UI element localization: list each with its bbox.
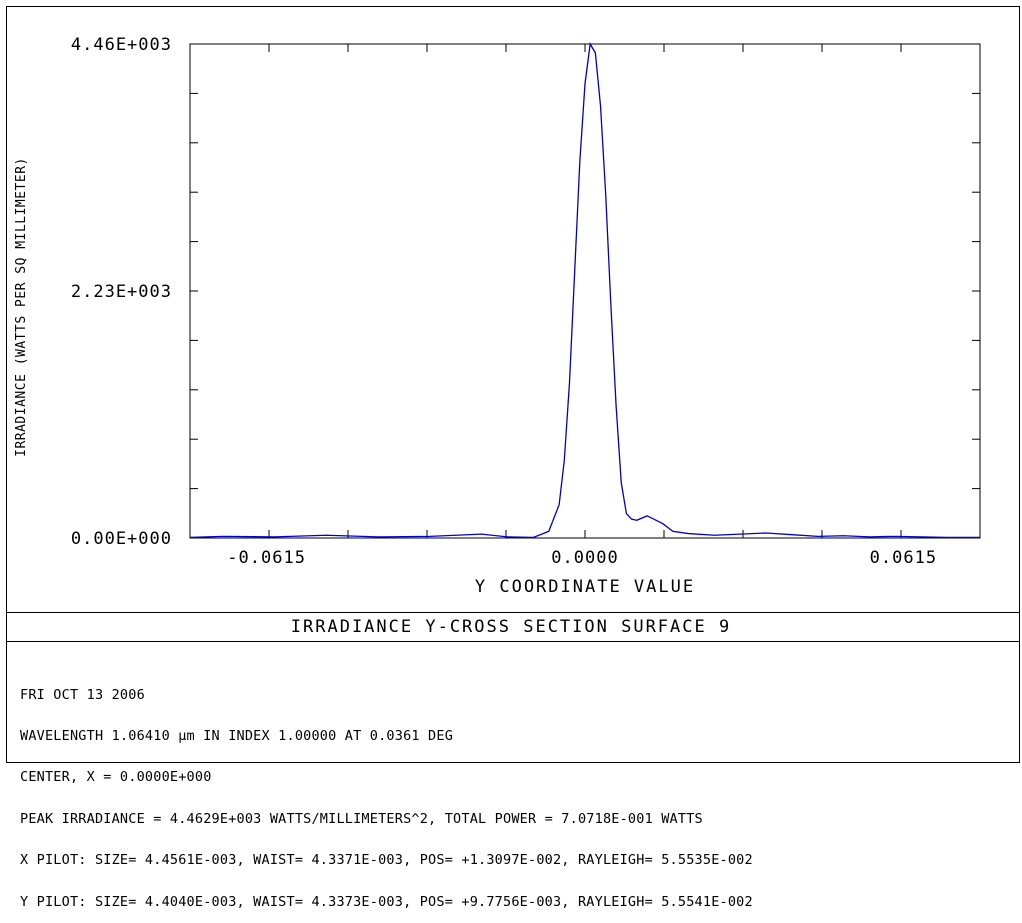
x-axis-label: Y COORDINATE VALUE xyxy=(475,577,695,597)
irradiance-chart: 0.00E+000 2.23E+003 4.46E+003 -0.0615 0.000… xyxy=(14,35,981,597)
x-tick-labels: -0.0615 0.0000 0.0615 xyxy=(227,548,937,568)
plot-area xyxy=(189,43,981,539)
info-center: CENTER, X = 0.0000E+000 xyxy=(20,769,212,786)
tick-marks xyxy=(190,44,980,538)
info-peak: PEAK IRRADIANCE = 4.4629E+003 WATTS/MILL… xyxy=(20,810,703,827)
y-tick-label: 4.46E+003 xyxy=(71,35,172,55)
x-tick-label: -0.0615 xyxy=(227,548,306,568)
info-y-pilot: Y PILOT: SIZE= 4.4040E-003, WAIST= 4.337… xyxy=(20,893,753,910)
y-tick-labels: 0.00E+000 2.23E+003 4.46E+003 xyxy=(71,35,172,549)
title-divider-bottom xyxy=(6,641,1020,642)
plot-frame xyxy=(6,6,1020,763)
x-tick-label: 0.0615 xyxy=(870,548,937,568)
irradiance-series-line xyxy=(189,42,980,539)
info-date: FRI OCT 13 2006 xyxy=(20,686,145,703)
info-block: FRI OCT 13 2006 WAVELENGTH 1.06410 µm IN… xyxy=(20,661,753,923)
y-tick-label: 2.23E+003 xyxy=(71,282,172,302)
plot-title: IRRADIANCE Y-CROSS SECTION SURFACE 9 xyxy=(290,617,732,637)
y-tick-label: 0.00E+000 xyxy=(71,529,172,549)
y-axis-label: IRRADIANCE (WATTS PER SQ MILLIMETER) xyxy=(14,157,29,457)
title-divider-top xyxy=(6,612,1020,613)
info-x-pilot: X PILOT: SIZE= 4.4561E-003, WAIST= 4.337… xyxy=(20,852,753,869)
info-wavelength: WAVELENGTH 1.06410 µm IN INDEX 1.00000 A… xyxy=(20,727,454,744)
x-tick-label: 0.0000 xyxy=(551,548,618,568)
